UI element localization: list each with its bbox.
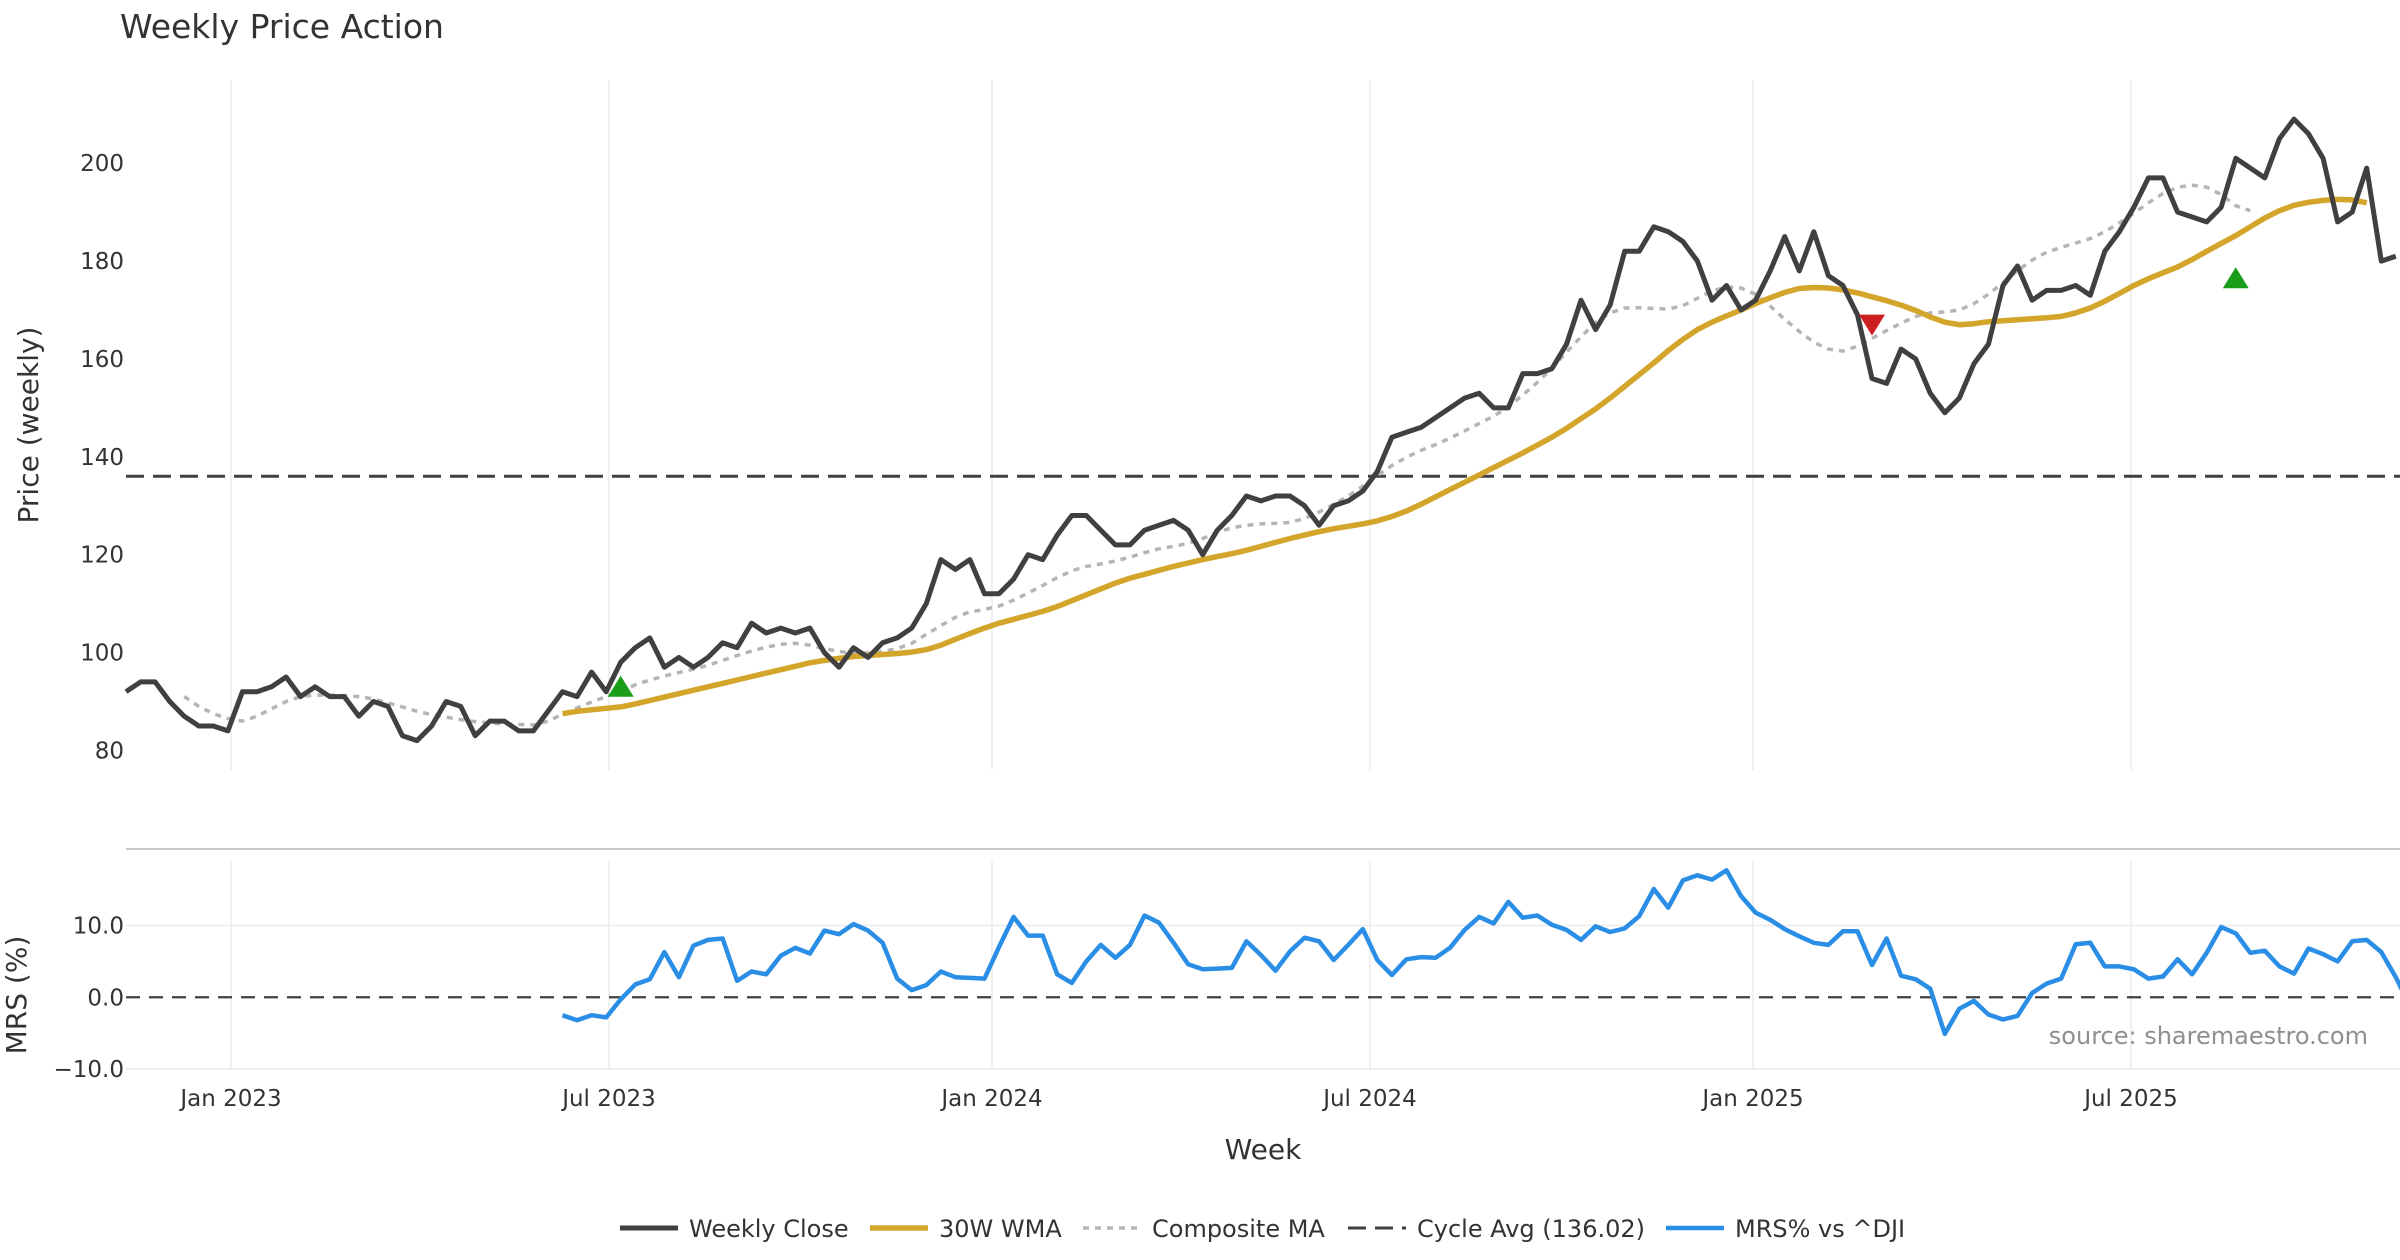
- legend: Weekly Close 30W WMA Composite MA Cycle …: [620, 1215, 1905, 1243]
- legend-label-weekly-close: Weekly Close: [689, 1215, 849, 1243]
- signal-markers: [607, 267, 2249, 697]
- x-tick-3: Jul 2024: [1321, 1086, 1417, 1112]
- x-tick-2: Jan 2024: [939, 1086, 1042, 1112]
- mrs-gridlines: [126, 861, 2400, 1070]
- signal-marker-buy-0: [607, 675, 634, 697]
- source-label: source: sharemaestro.com: [2049, 1022, 2368, 1050]
- x-tick-0: Jan 2023: [178, 1086, 281, 1112]
- price-y-tick-80: 80: [95, 738, 124, 764]
- chart-title: Weekly Price Action: [120, 7, 444, 46]
- price-y-tick-180: 180: [80, 249, 124, 275]
- mrs-y-tick-2: −10.0: [54, 1057, 124, 1083]
- composite-ma-line: [183, 183, 2251, 727]
- weekly-close-line: [124, 116, 2397, 744]
- legend-label-cycle-avg: Cycle Avg (136.02): [1417, 1215, 1645, 1243]
- price-y-tick-160: 160: [80, 347, 124, 373]
- price-y-tick-140: 140: [80, 445, 124, 471]
- x-tick-4: Jan 2025: [1700, 1086, 1803, 1112]
- signal-marker-buy-2: [2222, 267, 2249, 289]
- signal-marker-sell-1: [1859, 314, 1885, 336]
- legend-label-wma: 30W WMA: [939, 1215, 1062, 1243]
- x-tick-5: Jul 2025: [2082, 1086, 2178, 1112]
- x-axis-title: Week: [1225, 1133, 1302, 1166]
- mrs-line: [561, 868, 2400, 1037]
- legend-label-mrs: MRS% vs ^DJI: [1735, 1215, 1905, 1243]
- price-y-tick-100: 100: [80, 641, 124, 667]
- legend-label-composite-ma: Composite MA: [1152, 1215, 1325, 1243]
- mrs-y-tick-1: 0.0: [87, 985, 124, 1011]
- mrs-y-axis-title: MRS (%): [0, 936, 33, 1055]
- price-y-tick-120: 120: [80, 543, 124, 569]
- mrs-y-tick-0: 10.0: [73, 914, 124, 940]
- mrs-y-tick-labels: 10.0 0.0 −10.0: [54, 914, 124, 1083]
- price-y-axis-title: Price (weekly): [12, 327, 45, 524]
- price-gridlines: [230, 80, 2132, 770]
- price-y-tick-labels: 80 100 120 140 160 180 200: [80, 151, 124, 764]
- x-tick-labels: Jan 2023 Jul 2023 Jan 2024 Jul 2024 Jan 2025…: [178, 1086, 2177, 1112]
- x-tick-1: Jul 2023: [560, 1086, 656, 1112]
- price-y-tick-200: 200: [80, 151, 124, 177]
